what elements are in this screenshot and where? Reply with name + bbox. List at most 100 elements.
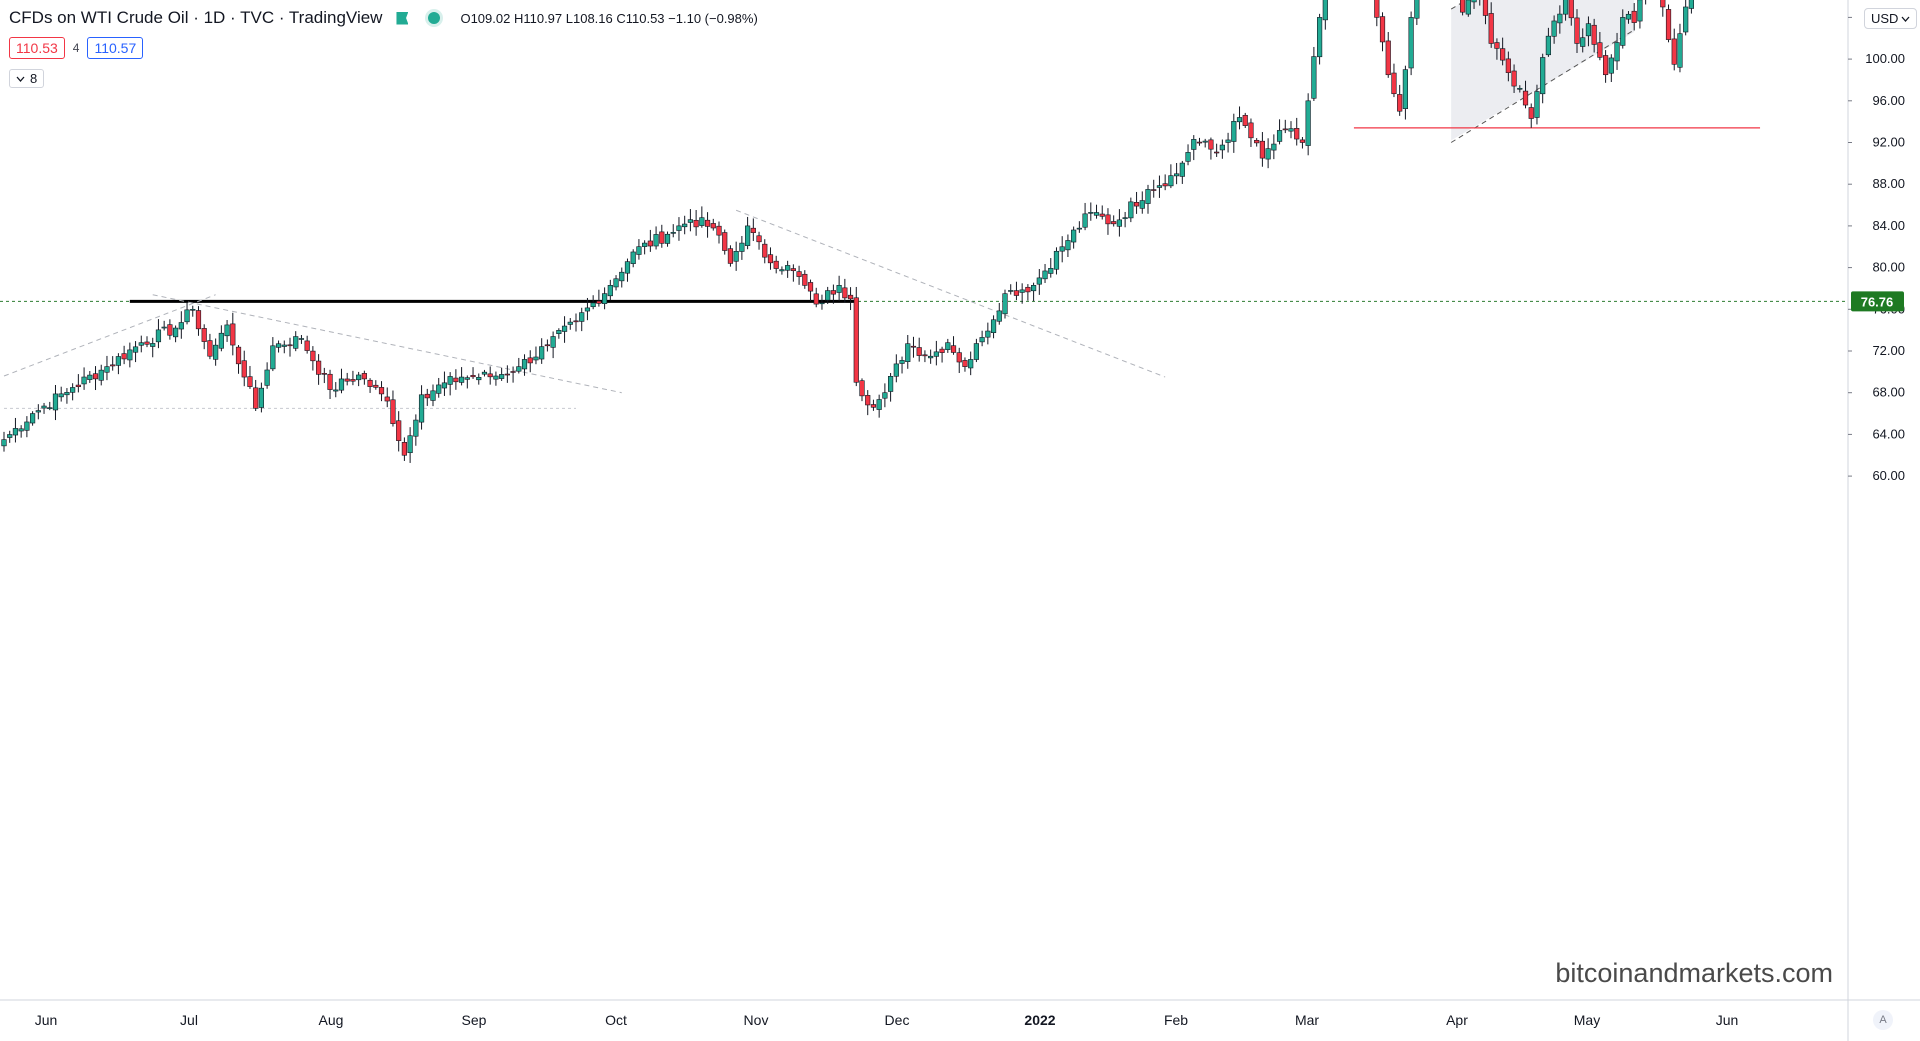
candle — [29, 411, 36, 426]
candle-body — [853, 297, 859, 383]
candle-body — [247, 376, 253, 387]
candle — [1397, 84, 1403, 116]
candles-layer — [1, 0, 1694, 463]
y-tick-label: 72.00 — [1872, 343, 1905, 358]
candle — [1248, 118, 1254, 147]
candle-body — [1225, 139, 1231, 143]
candle — [453, 369, 459, 390]
candle — [842, 278, 848, 303]
candle-body — [224, 324, 230, 337]
candle-body — [1105, 214, 1111, 225]
candle — [304, 335, 310, 354]
symbol-title[interactable]: CFDs on WTI Crude Oil · 1D · TVC · Tradi… — [9, 8, 383, 27]
candle-body — [1568, 0, 1574, 19]
candle — [1093, 204, 1100, 219]
candle-body — [533, 356, 539, 361]
candle-body — [338, 378, 345, 391]
candle — [819, 294, 825, 310]
candle — [144, 336, 150, 348]
candle-body — [642, 242, 648, 247]
candle — [155, 319, 162, 349]
auto-scale-button[interactable]: A — [1873, 1010, 1893, 1030]
candle-body — [539, 346, 545, 360]
candle-body — [115, 356, 121, 366]
candle-body — [396, 420, 402, 441]
y-tick-label: 60.00 — [1872, 468, 1905, 483]
candle — [1591, 18, 1597, 53]
candle-body — [1122, 217, 1128, 219]
candle — [235, 345, 242, 374]
candle — [1625, 11, 1632, 24]
candle-body — [870, 404, 877, 408]
candle — [1500, 37, 1506, 66]
candle — [321, 367, 327, 384]
candle-body — [1677, 33, 1683, 68]
market-status-icon[interactable] — [428, 12, 441, 24]
candle — [887, 372, 894, 402]
candle — [882, 383, 888, 408]
candle — [1111, 215, 1117, 227]
candle-body — [1208, 139, 1214, 150]
candle — [1139, 191, 1145, 214]
x-tick-label: Jun — [1716, 1012, 1739, 1028]
candle — [1208, 137, 1214, 160]
indicators-toggle[interactable]: 8 — [9, 69, 45, 88]
candle — [333, 382, 339, 398]
candle-body — [1025, 286, 1031, 293]
candle-body — [1242, 114, 1248, 126]
sell-button[interactable]: 110.53 — [9, 37, 65, 59]
candle-body — [361, 373, 367, 380]
candle-body — [1597, 42, 1603, 58]
candle-body — [121, 353, 127, 360]
candle-body — [1317, 17, 1323, 58]
buy-button[interactable]: 110.57 — [87, 37, 144, 59]
candle-body — [1168, 175, 1174, 187]
candle — [1031, 282, 1037, 302]
candle-body — [464, 377, 470, 380]
candle — [418, 385, 425, 430]
candle-body — [1494, 42, 1500, 49]
candle — [52, 384, 59, 421]
candle — [1299, 137, 1306, 149]
candle-body — [1231, 121, 1237, 142]
candle — [601, 287, 608, 310]
y-tick-label: 92.00 — [1872, 135, 1905, 150]
candle — [298, 335, 305, 344]
candle-body — [933, 351, 939, 357]
candle — [493, 371, 499, 386]
candle-body — [1133, 202, 1140, 207]
candle — [476, 373, 482, 385]
candle-body — [1688, 0, 1694, 9]
candle-body — [41, 405, 47, 409]
candle-body — [579, 312, 585, 322]
candle — [70, 383, 76, 401]
candle — [1185, 144, 1191, 166]
candle — [825, 286, 831, 304]
candle — [361, 370, 367, 385]
candle — [802, 270, 808, 289]
candle-body — [87, 374, 93, 380]
candle — [447, 372, 453, 396]
candle-body — [682, 223, 688, 228]
candle-body — [35, 410, 41, 413]
currency-selector[interactable]: USD — [1864, 8, 1918, 29]
candle-body — [321, 373, 327, 375]
candle — [138, 335, 144, 353]
candle-body — [1511, 70, 1517, 87]
candle-body — [813, 293, 819, 305]
candle-body — [407, 435, 413, 454]
candle-body — [1116, 219, 1122, 227]
candle-body — [727, 248, 734, 264]
candle — [81, 367, 87, 390]
candle-body — [127, 349, 133, 361]
candle-body — [796, 271, 802, 277]
candle-body — [916, 347, 922, 356]
candle-body — [968, 359, 974, 369]
flag-icon[interactable] — [396, 11, 409, 25]
candle — [968, 351, 974, 376]
candle-body — [293, 336, 299, 349]
candle — [47, 401, 53, 411]
y-tick-label: 64.00 — [1872, 426, 1905, 441]
candle-body — [527, 357, 533, 364]
